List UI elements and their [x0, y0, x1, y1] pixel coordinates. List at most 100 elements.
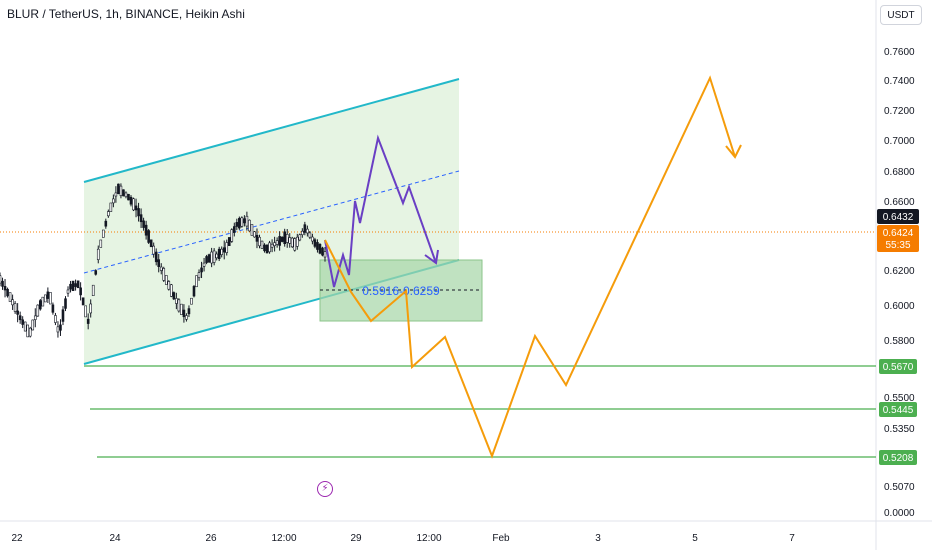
candle-body	[56, 326, 60, 333]
projection-orange-path[interactable]	[324, 75, 736, 459]
candle-body	[18, 315, 22, 321]
candle-body	[321, 247, 324, 256]
candle-body	[33, 315, 37, 320]
projection-purple-arrowhead	[424, 249, 439, 265]
support-label-2: 0.5208	[883, 453, 914, 464]
candle-body	[263, 244, 266, 252]
price-tick-label: 0.6000	[884, 301, 915, 312]
candle-body	[280, 236, 284, 242]
support-label-1: 0.5445	[883, 405, 914, 416]
candle-body	[283, 231, 286, 245]
candle-body	[260, 240, 264, 249]
candle-body	[39, 300, 42, 310]
channel-fill	[84, 79, 459, 364]
candle-body	[76, 280, 80, 289]
candle-body	[217, 248, 221, 259]
projection-orange-arrowhead	[725, 144, 742, 159]
candle-body	[177, 299, 181, 312]
price-tick-label: 0.6800	[884, 167, 915, 178]
candle-body	[180, 303, 183, 315]
candle-body	[23, 321, 27, 332]
candle-body	[175, 298, 178, 304]
candle-body	[303, 224, 307, 233]
candle-body	[293, 238, 297, 251]
time-tick-label: 26	[205, 533, 217, 544]
time-tick-label: 12:00	[271, 533, 296, 544]
candle-body	[162, 268, 166, 281]
candle-body	[268, 242, 271, 253]
time-tick-label: 12:00	[416, 533, 441, 544]
candle-body	[248, 219, 251, 232]
price-tick-label: 0.5800	[884, 336, 915, 347]
candle-body	[139, 214, 143, 223]
support-label-0: 0.5670	[883, 362, 914, 373]
candle-body	[230, 229, 234, 242]
price-axis[interactable]: 0.7600 0.7400 0.7200 0.7000 0.6800 0.6600 0.62…	[884, 47, 915, 519]
candle-body	[205, 256, 208, 263]
candle-body	[185, 315, 188, 320]
candle-body	[212, 250, 216, 263]
candle-body	[127, 193, 130, 201]
candle-body	[154, 251, 158, 263]
candle-body	[79, 287, 82, 296]
candle-body	[157, 259, 161, 267]
candle-body	[258, 236, 261, 247]
candle-body	[147, 230, 150, 243]
candle-body	[172, 292, 176, 300]
candle-body	[290, 237, 294, 248]
candle-body	[200, 267, 203, 273]
candle-body	[187, 308, 191, 315]
candle-body	[69, 283, 72, 290]
candle-body	[107, 211, 110, 217]
time-tick-label: 3	[595, 533, 601, 544]
time-tick-label: 5	[692, 533, 698, 544]
candle-body	[285, 234, 289, 243]
candle-body	[250, 224, 254, 236]
current-price-badge: 0.6424 55:35	[877, 225, 919, 252]
candle-body	[243, 218, 246, 224]
candle-body	[122, 189, 125, 197]
candle-body	[104, 220, 108, 227]
price-tick-label: 0.6600	[884, 197, 915, 208]
candle-body	[124, 192, 128, 198]
candle-body	[16, 310, 19, 315]
candle-body	[132, 198, 135, 211]
candle-body	[36, 304, 40, 317]
candle-body	[220, 248, 224, 255]
candle-body	[240, 217, 244, 227]
currency-button[interactable]: USDT	[880, 5, 922, 25]
projection-purple-path[interactable]	[324, 134, 437, 288]
candle-body	[51, 304, 55, 313]
candle-body	[28, 327, 32, 337]
lightning-icon[interactable]: ⚡︎	[317, 481, 333, 497]
candle-body	[301, 230, 304, 236]
candle-body	[270, 243, 274, 248]
support-badge-1: 0.5445	[879, 402, 917, 417]
candle-body	[117, 183, 120, 194]
time-tick-label: 7	[789, 533, 795, 544]
candle-body	[99, 239, 103, 248]
channel-upper-line[interactable]	[83, 78, 460, 183]
candle-body	[137, 208, 140, 217]
candle-body	[316, 242, 319, 250]
price-tick-label: 0.5070	[884, 482, 915, 493]
candle-body	[26, 324, 30, 338]
time-tick-label: 22	[11, 533, 23, 544]
time-tick-label: Feb	[492, 533, 510, 544]
last-price-text: 0.6432	[883, 212, 914, 223]
candle-body	[195, 275, 198, 288]
candle-body	[225, 242, 229, 253]
time-axis[interactable]: 22 24 26 12:00 29 12:00 Feb 3 5 7	[11, 533, 795, 544]
candle-body	[74, 283, 77, 287]
candle-body	[86, 318, 90, 324]
candle-body	[109, 202, 113, 212]
candle-body	[3, 286, 7, 291]
support-badge-2: 0.5208	[879, 450, 917, 465]
candle-body	[207, 254, 211, 263]
last-price-badge: 0.6432	[877, 209, 919, 224]
candle-body	[91, 284, 95, 296]
price-tick-label: 0.7000	[884, 136, 915, 147]
candle-body	[112, 198, 115, 204]
